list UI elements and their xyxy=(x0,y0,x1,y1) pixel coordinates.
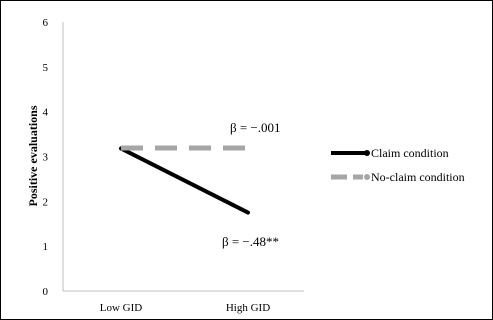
annotations: β = −.001 β = −.48** xyxy=(222,120,281,249)
y-tick-label: 3 xyxy=(43,152,49,164)
x-tick-label: Low GID xyxy=(100,302,143,314)
x-tick-label: High GID xyxy=(226,302,270,314)
y-tick-label: 1 xyxy=(43,241,49,253)
claim-series-line xyxy=(119,146,250,215)
legend-label-claim: Claim condition xyxy=(371,146,449,160)
legend-swatch-claim-marker xyxy=(364,150,370,156)
legend-swatch-no-claim-marker xyxy=(364,174,370,180)
y-tick-label: 5 xyxy=(43,62,49,74)
series-lines xyxy=(119,145,250,215)
x-tick-labels: Low GID High GID xyxy=(100,302,270,314)
y-tick-label: 2 xyxy=(43,196,49,208)
y-tick-label: 6 xyxy=(43,17,49,29)
legend-label-no-claim: No-claim condition xyxy=(371,170,465,184)
y-tick-label: 0 xyxy=(43,286,49,298)
axes xyxy=(62,22,304,292)
y-tick-labels: 0 1 2 3 4 5 6 xyxy=(43,17,49,298)
legend: Claim condition No-claim condition xyxy=(331,146,465,184)
y-axis-title: Positive evaluations xyxy=(26,105,40,206)
y-tick-label: 4 xyxy=(43,107,49,119)
claim-beta-annotation: β = −.48** xyxy=(222,234,279,249)
no-claim-beta-annotation: β = −.001 xyxy=(230,120,281,135)
